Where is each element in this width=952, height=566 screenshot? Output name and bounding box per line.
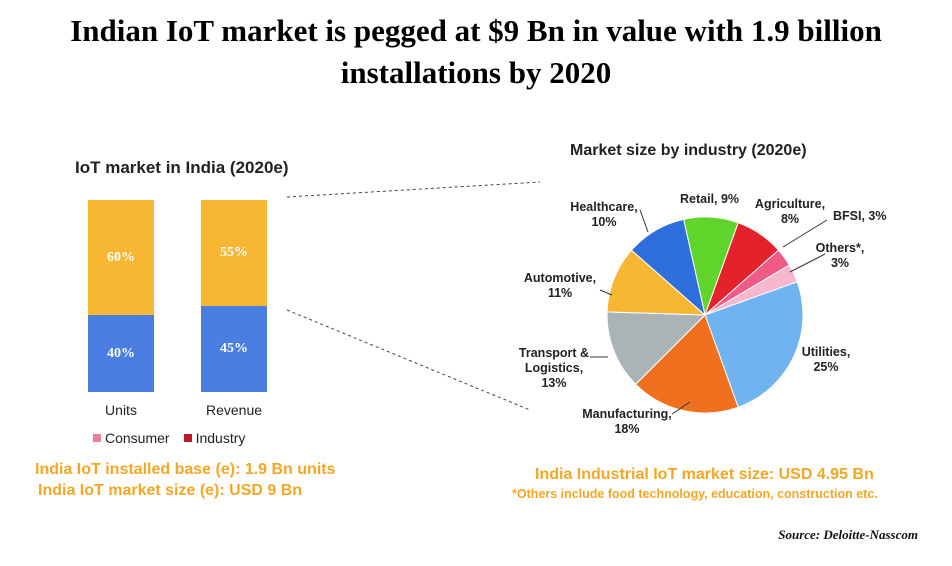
legend-swatch-consumer xyxy=(93,434,101,442)
pie-label-automotive: Automotive, 11% xyxy=(524,271,596,300)
pie-chart-title: Market size by industry (2020e) xyxy=(570,142,807,159)
pie-label-retail: Retail, 9% xyxy=(680,192,739,206)
legend-item-consumer: Consumer xyxy=(93,430,170,446)
pie-label-bfsi: BFSI, 3% xyxy=(833,209,887,223)
industrial-iot-note: India Industrial IoT market size: USD 4.… xyxy=(535,466,874,483)
pie-leader-manufacturing xyxy=(671,401,691,415)
market-size-note: India IoT market size (e): USD 9 Bn xyxy=(38,482,303,499)
zoom-line-bottom xyxy=(286,309,531,411)
bar-legend: Consumer Industry xyxy=(93,430,245,446)
pie-label-utilities: Utilities, 25% xyxy=(802,345,851,374)
legend-label-consumer: Consumer xyxy=(105,430,170,446)
pie-slice-transport-logistics xyxy=(606,311,707,386)
pie-leader-others xyxy=(789,253,826,273)
legend-swatch-industry xyxy=(183,434,192,442)
pie-slice-healthcare xyxy=(630,218,706,317)
pie-slice-automotive xyxy=(606,249,707,316)
page-title: Indian IoT market is pegged at $9 Bn in … xyxy=(0,10,952,94)
installed-base-note: India IoT installed base (e): 1.9 Bn uni… xyxy=(35,461,336,478)
legend-label-industry: Industry xyxy=(195,430,246,446)
pie-leader-bfsi xyxy=(782,219,828,248)
bar-chart-title: IoT market in India (2020e) xyxy=(75,158,289,177)
pie-leader-automotive xyxy=(599,289,613,296)
title-line-1: Indian IoT market is pegged at $9 Bn in … xyxy=(70,13,882,48)
pie-slice-manufacturing xyxy=(634,314,739,414)
pie-leader-healthcare xyxy=(639,209,649,233)
pie-label-manufacturing: Manufacturing, 18% xyxy=(582,407,672,436)
pie-label-agriculture: Agriculture, 8% xyxy=(755,197,825,226)
others-footnote: *Others include food technology, educati… xyxy=(512,487,878,501)
title-line-2: installations by 2020 xyxy=(340,55,612,90)
zoom-line-top xyxy=(286,181,541,198)
pie-label-others: Others*, 3% xyxy=(816,241,865,270)
pie-label-transport-logistics: Transport & Logistics, 13% xyxy=(519,346,589,390)
pie-label-healthcare: Healthcare, 10% xyxy=(570,200,637,229)
pie-slice-utilities xyxy=(704,281,804,408)
source-credit: Source: Deloitte-Nasscom xyxy=(778,527,918,542)
legend-item-industry: Industry xyxy=(183,430,246,446)
